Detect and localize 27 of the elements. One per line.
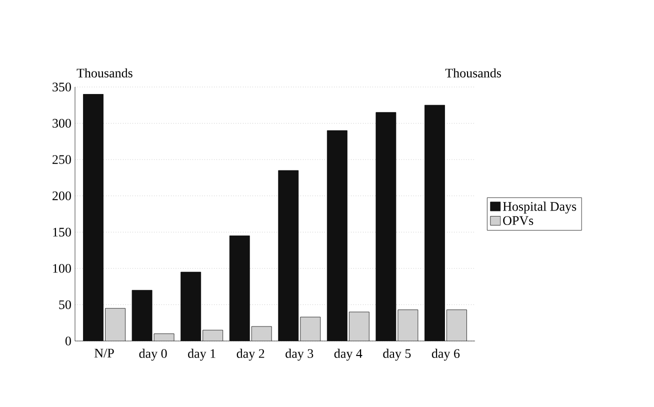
bar bbox=[202, 330, 223, 341]
legend-label: OPVs bbox=[503, 216, 534, 226]
x-tick-label: day 2 bbox=[236, 348, 264, 361]
y-tick-label: 200 bbox=[52, 191, 71, 200]
bar bbox=[105, 308, 126, 341]
x-tick-label: day 6 bbox=[432, 348, 460, 361]
x-tick-label: day 3 bbox=[286, 348, 314, 361]
bar bbox=[398, 310, 418, 341]
bar bbox=[446, 310, 467, 341]
y-tick-label: 150 bbox=[53, 228, 71, 237]
y-tick-label: 100 bbox=[53, 264, 71, 273]
y-tick-label: 50 bbox=[59, 300, 71, 310]
text: Thousands bbox=[76, 68, 132, 78]
bar bbox=[252, 326, 272, 341]
y-tick-label: 0 bbox=[65, 336, 71, 346]
x-tick-label: day 5 bbox=[383, 348, 411, 361]
x-tick-label: day 0 bbox=[139, 348, 167, 361]
x-tick-label: day 1 bbox=[188, 348, 216, 361]
legend-label: Hospital Days bbox=[502, 202, 576, 214]
x-tick-label: day 4 bbox=[334, 348, 362, 361]
x-tick-label: N/P bbox=[94, 348, 114, 358]
y-tick-label: 300 bbox=[52, 118, 71, 128]
y-tick-label: 250 bbox=[52, 155, 71, 164]
bar bbox=[349, 312, 370, 341]
y-tick-label: 350 bbox=[52, 82, 71, 92]
text: Thousands bbox=[445, 68, 501, 78]
bar bbox=[300, 317, 320, 341]
